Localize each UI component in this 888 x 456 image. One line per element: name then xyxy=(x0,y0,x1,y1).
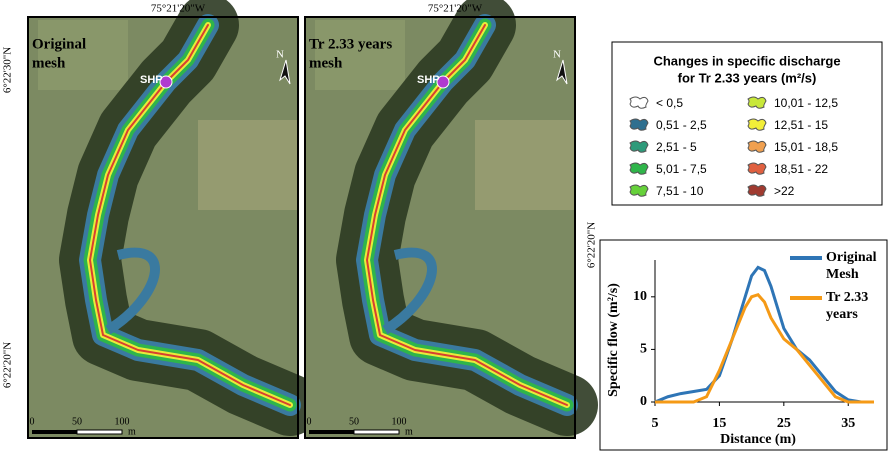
legend-label: 18,51 - 22 xyxy=(774,162,828,176)
legend-label: 2,51 - 5 xyxy=(656,140,697,154)
legend-label: 7,51 - 10 xyxy=(656,184,704,198)
figure: Changes in specific discharge for Tr 2.3… xyxy=(0,0,888,451)
legend-swatch xyxy=(748,185,766,196)
legend-swatch xyxy=(630,97,648,108)
legend-label: 15,01 - 18,5 xyxy=(774,140,838,154)
x-tick-label: 25 xyxy=(777,416,791,431)
scale-label: 0 xyxy=(30,416,35,427)
scale-bar xyxy=(77,430,122,434)
scale-bar xyxy=(354,430,399,434)
legend-label: >22 xyxy=(774,184,795,198)
scale-label: 50 xyxy=(349,416,359,427)
north-label: N xyxy=(553,49,561,61)
legend-swatch xyxy=(748,163,766,174)
x-tick-label: 35 xyxy=(841,416,855,431)
legend-swatch xyxy=(630,185,648,196)
lat-label: 6°22'20"N xyxy=(2,342,14,388)
lon-label: 75°21'20"W xyxy=(428,3,483,15)
lat-label: 6°22'30"N xyxy=(2,47,14,93)
lon-label: 75°21'20"W xyxy=(151,3,206,15)
y-tick-label: 0 xyxy=(640,394,647,409)
north-label: N xyxy=(276,49,284,61)
legend-swatch xyxy=(748,97,766,108)
legend-label: 0,51 - 2,5 xyxy=(656,118,707,132)
legend-label-line: years xyxy=(826,307,858,322)
map-title: mesh xyxy=(309,55,343,71)
shp-label: SHP xyxy=(417,74,440,86)
y-tick-label: 10 xyxy=(633,289,647,304)
lat-label: 6°22'20"N xyxy=(586,222,598,268)
scale-unit: m xyxy=(128,426,136,437)
legend-swatch xyxy=(748,119,766,130)
x-axis-label: Distance (m) xyxy=(720,432,796,447)
legend-label: < 0,5 xyxy=(656,96,683,110)
x-tick-label: 15 xyxy=(712,416,726,431)
x-tick-label: 5 xyxy=(652,416,659,431)
map-title: mesh xyxy=(32,55,66,71)
scale-label: 0 xyxy=(307,416,312,427)
legend-swatch xyxy=(630,119,648,130)
legend-title: Changes in specific discharge xyxy=(653,53,840,68)
legend-label-line: Tr 2.33 xyxy=(826,290,868,305)
map-field xyxy=(198,120,298,210)
legend-swatch xyxy=(630,141,648,152)
legend-label: 12,51 - 15 xyxy=(774,118,828,132)
legend-label: 5,01 - 7,5 xyxy=(656,162,707,176)
legend-label-line: Original xyxy=(826,250,877,265)
scale-bar xyxy=(309,430,354,434)
y-tick-label: 5 xyxy=(640,342,647,357)
legend-swatch xyxy=(748,141,766,152)
scale-label: 50 xyxy=(72,416,82,427)
scale-bar xyxy=(32,430,77,434)
map-title: Tr 2.33 years xyxy=(309,36,392,52)
legend-label: 10,01 - 12,5 xyxy=(774,96,838,110)
legend-title: for Tr 2.33 years (m²/s) xyxy=(678,70,817,85)
legend-label-line: Mesh xyxy=(826,267,859,282)
map-title: Original xyxy=(32,36,86,52)
shp-label: SHP xyxy=(140,74,163,86)
map-field xyxy=(475,120,575,210)
scale-unit: m xyxy=(405,426,413,437)
y-axis-label: Specific flow (m²/s) xyxy=(606,283,621,397)
legend-swatch xyxy=(630,163,648,174)
